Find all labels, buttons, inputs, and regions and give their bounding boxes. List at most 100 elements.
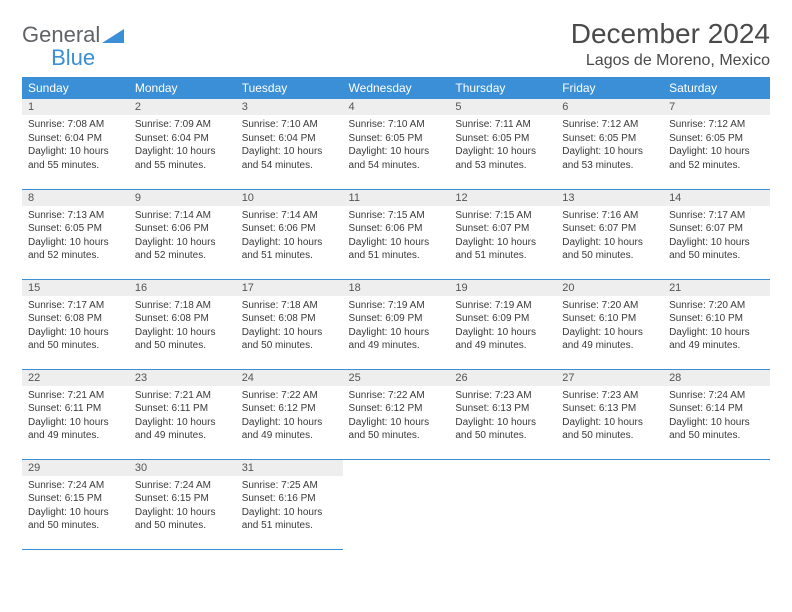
day-number: 13 [556, 190, 663, 206]
calendar-week-row: 22Sunrise: 7:21 AMSunset: 6:11 PMDayligh… [22, 369, 770, 459]
calendar-week-row: 1 Sunrise: 7:08 AM Sunset: 6:04 PM Daylight… [22, 99, 770, 189]
sunset-text: Sunset: 6:10 PM [562, 312, 657, 326]
sunrise-text: Sunrise: 7:10 AM [349, 118, 444, 132]
sunrise-text: Sunrise: 7:09 AM [135, 118, 230, 132]
calendar-cell: 12Sunrise: 7:15 AMSunset: 6:07 PMDayligh… [449, 189, 556, 279]
header: General Blue December 2024 Lagos de More… [22, 18, 770, 71]
daylight-text: Daylight: 10 hours and 50 minutes. [455, 416, 550, 443]
weekday-monday: Monday [129, 77, 236, 99]
sunset-text: Sunset: 6:04 PM [242, 132, 337, 146]
daylight-text: Daylight: 10 hours and 50 minutes. [669, 416, 764, 443]
day-number: 24 [236, 370, 343, 386]
sunrise-text: Sunrise: 7:18 AM [135, 299, 230, 313]
calendar-cell: 1Sunrise: 7:08 AMSunset: 6:04 PMDaylight… [22, 99, 129, 189]
sunrise-text: Sunrise: 7:18 AM [242, 299, 337, 313]
sunrise-text: Sunrise: 7:08 AM [28, 118, 123, 132]
calendar-cell [343, 459, 450, 549]
calendar-cell: 30Sunrise: 7:24 AMSunset: 6:15 PMDayligh… [129, 459, 236, 549]
calendar-cell: 19Sunrise: 7:19 AMSunset: 6:09 PMDayligh… [449, 279, 556, 369]
month-title: December 2024 [571, 18, 770, 50]
day-details: Sunrise: 7:23 AMSunset: 6:13 PMDaylight:… [556, 386, 663, 447]
day-details: Sunrise: 7:15 AMSunset: 6:07 PMDaylight:… [449, 206, 556, 267]
sunrise-text: Sunrise: 7:14 AM [242, 209, 337, 223]
calendar-cell: 9Sunrise: 7:14 AMSunset: 6:06 PMDaylight… [129, 189, 236, 279]
sunset-text: Sunset: 6:04 PM [135, 132, 230, 146]
day-number: 10 [236, 190, 343, 206]
sunset-text: Sunset: 6:11 PM [28, 402, 123, 416]
day-number: 8 [22, 190, 129, 206]
day-details: Sunrise: 7:12 AMSunset: 6:05 PMDaylight:… [663, 115, 770, 176]
sunset-text: Sunset: 6:10 PM [669, 312, 764, 326]
sunrise-text: Sunrise: 7:23 AM [562, 389, 657, 403]
day-details: Sunrise: 7:15 AMSunset: 6:06 PMDaylight:… [343, 206, 450, 267]
day-details: Sunrise: 7:24 AMSunset: 6:15 PMDaylight:… [22, 476, 129, 537]
weekday-thursday: Thursday [449, 77, 556, 99]
day-number: 19 [449, 280, 556, 296]
daylight-text: Daylight: 10 hours and 54 minutes. [349, 145, 444, 172]
day-details: Sunrise: 7:11 AMSunset: 6:05 PMDaylight:… [449, 115, 556, 176]
day-details: Sunrise: 7:20 AMSunset: 6:10 PMDaylight:… [663, 296, 770, 357]
day-details: Sunrise: 7:24 AMSunset: 6:14 PMDaylight:… [663, 386, 770, 447]
sunrise-text: Sunrise: 7:24 AM [135, 479, 230, 493]
calendar-cell: 23Sunrise: 7:21 AMSunset: 6:11 PMDayligh… [129, 369, 236, 459]
sunrise-text: Sunrise: 7:24 AM [669, 389, 764, 403]
calendar-cell: 3Sunrise: 7:10 AMSunset: 6:04 PMDaylight… [236, 99, 343, 189]
sunset-text: Sunset: 6:07 PM [669, 222, 764, 236]
sunset-text: Sunset: 6:07 PM [455, 222, 550, 236]
calendar-cell: 29Sunrise: 7:24 AMSunset: 6:15 PMDayligh… [22, 459, 129, 549]
calendar-cell: 21Sunrise: 7:20 AMSunset: 6:10 PMDayligh… [663, 279, 770, 369]
daylight-text: Daylight: 10 hours and 51 minutes. [455, 236, 550, 263]
sunset-text: Sunset: 6:05 PM [455, 132, 550, 146]
sunrise-text: Sunrise: 7:19 AM [455, 299, 550, 313]
calendar-cell: 16Sunrise: 7:18 AMSunset: 6:08 PMDayligh… [129, 279, 236, 369]
daylight-text: Daylight: 10 hours and 52 minutes. [135, 236, 230, 263]
calendar-cell: 17Sunrise: 7:18 AMSunset: 6:08 PMDayligh… [236, 279, 343, 369]
day-number: 28 [663, 370, 770, 386]
calendar-cell: 2Sunrise: 7:09 AMSunset: 6:04 PMDaylight… [129, 99, 236, 189]
day-number: 1 [22, 99, 129, 115]
sunrise-text: Sunrise: 7:22 AM [242, 389, 337, 403]
day-number: 29 [22, 460, 129, 476]
sunrise-text: Sunrise: 7:12 AM [562, 118, 657, 132]
sunrise-text: Sunrise: 7:14 AM [135, 209, 230, 223]
daylight-text: Daylight: 10 hours and 49 minutes. [28, 416, 123, 443]
daylight-text: Daylight: 10 hours and 50 minutes. [669, 236, 764, 263]
calendar-week-row: 29Sunrise: 7:24 AMSunset: 6:15 PMDayligh… [22, 459, 770, 549]
sunrise-text: Sunrise: 7:24 AM [28, 479, 123, 493]
sunset-text: Sunset: 6:08 PM [28, 312, 123, 326]
calendar-cell: 14Sunrise: 7:17 AMSunset: 6:07 PMDayligh… [663, 189, 770, 279]
sunset-text: Sunset: 6:15 PM [28, 492, 123, 506]
daylight-text: Daylight: 10 hours and 49 minutes. [349, 326, 444, 353]
day-details: Sunrise: 7:24 AMSunset: 6:15 PMDaylight:… [129, 476, 236, 537]
calendar-cell: 7Sunrise: 7:12 AMSunset: 6:05 PMDaylight… [663, 99, 770, 189]
calendar-cell: 13Sunrise: 7:16 AMSunset: 6:07 PMDayligh… [556, 189, 663, 279]
day-number: 17 [236, 280, 343, 296]
sunset-text: Sunset: 6:13 PM [562, 402, 657, 416]
calendar-cell: 28Sunrise: 7:24 AMSunset: 6:14 PMDayligh… [663, 369, 770, 459]
day-number: 3 [236, 99, 343, 115]
daylight-text: Daylight: 10 hours and 50 minutes. [28, 326, 123, 353]
daylight-text: Daylight: 10 hours and 50 minutes. [242, 326, 337, 353]
sunrise-text: Sunrise: 7:23 AM [455, 389, 550, 403]
calendar-week-row: 15Sunrise: 7:17 AMSunset: 6:08 PMDayligh… [22, 279, 770, 369]
day-number: 7 [663, 99, 770, 115]
sunset-text: Sunset: 6:06 PM [349, 222, 444, 236]
day-number: 16 [129, 280, 236, 296]
logo-text: General Blue [22, 22, 124, 71]
sunset-text: Sunset: 6:09 PM [455, 312, 550, 326]
day-number: 20 [556, 280, 663, 296]
day-details: Sunrise: 7:10 AMSunset: 6:04 PMDaylight:… [236, 115, 343, 176]
day-details: Sunrise: 7:18 AMSunset: 6:08 PMDaylight:… [129, 296, 236, 357]
day-number: 23 [129, 370, 236, 386]
sunrise-text: Sunrise: 7:17 AM [669, 209, 764, 223]
sunset-text: Sunset: 6:08 PM [135, 312, 230, 326]
day-number: 30 [129, 460, 236, 476]
daylight-text: Daylight: 10 hours and 53 minutes. [455, 145, 550, 172]
calendar-cell: 10Sunrise: 7:14 AMSunset: 6:06 PMDayligh… [236, 189, 343, 279]
calendar-cell: 18Sunrise: 7:19 AMSunset: 6:09 PMDayligh… [343, 279, 450, 369]
daylight-text: Daylight: 10 hours and 52 minutes. [28, 236, 123, 263]
daylight-text: Daylight: 10 hours and 49 minutes. [135, 416, 230, 443]
day-details: Sunrise: 7:10 AMSunset: 6:05 PMDaylight:… [343, 115, 450, 176]
calendar-cell: 25Sunrise: 7:22 AMSunset: 6:12 PMDayligh… [343, 369, 450, 459]
day-number: 25 [343, 370, 450, 386]
